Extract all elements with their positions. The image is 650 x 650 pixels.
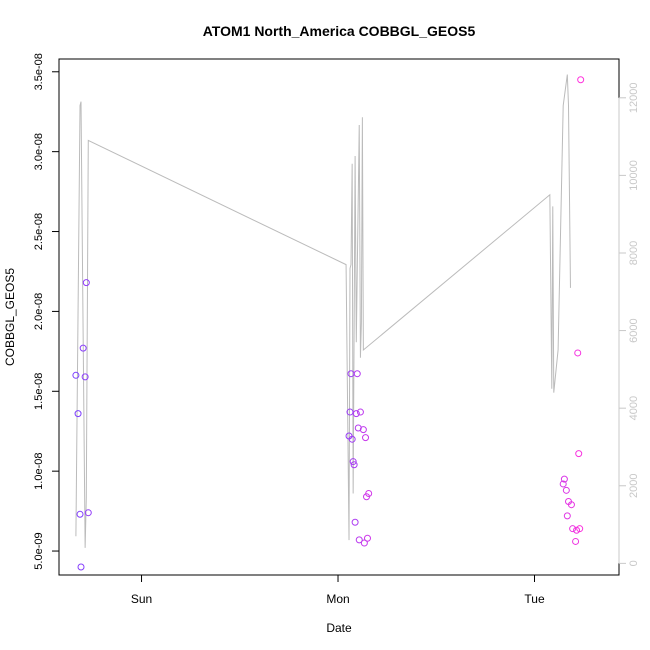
- data-point: [559, 480, 567, 488]
- data-point: [353, 370, 361, 378]
- data-point: [349, 458, 357, 466]
- data-point: [572, 537, 580, 545]
- plot-frame: [58, 58, 620, 576]
- data-point: [81, 373, 89, 381]
- y-tick-label: 1.0e-08: [33, 453, 45, 490]
- data-point: [84, 509, 92, 517]
- x-tick-label: Tue: [524, 592, 545, 606]
- y-tick-label: 2.5e-08: [33, 213, 45, 250]
- y-tick-label: 3.5e-08: [33, 53, 45, 90]
- data-point: [351, 518, 359, 526]
- x-tick-label: Sun: [131, 592, 152, 606]
- secondary-y-tick-label: 2000: [628, 474, 640, 498]
- y-tick-label: 2.0e-08: [33, 293, 45, 330]
- secondary-y-tick-label: 0: [628, 560, 640, 566]
- data-point: [360, 539, 368, 547]
- y-tick-label: 5.0e-09: [33, 532, 45, 569]
- y-axis-label: COBBGL_GEOS5: [3, 268, 17, 366]
- y-tick-label: 3.0e-08: [33, 133, 45, 170]
- data-point: [76, 510, 84, 518]
- data-point: [355, 536, 363, 544]
- data-point: [569, 525, 577, 533]
- data-point: [79, 344, 87, 352]
- secondary-y-axis: 0 2000 4000 6000 8000 10000 12000: [618, 83, 640, 566]
- secondary-series-line: [75, 74, 571, 548]
- data-point: [348, 435, 356, 443]
- secondary-y-tick-label: 10000: [628, 160, 640, 191]
- data-point: [576, 525, 584, 533]
- data-point: [562, 486, 570, 494]
- secondary-y-tick-label: 8000: [628, 241, 640, 265]
- x-axis-label: Date: [326, 621, 352, 635]
- data-point: [346, 408, 354, 416]
- data-point: [352, 410, 360, 418]
- secondary-y-tick-label: 6000: [628, 318, 640, 342]
- data-point: [560, 475, 568, 483]
- data-point: [356, 408, 364, 416]
- x-tick-label: Mon: [326, 592, 349, 606]
- data-point: [563, 512, 571, 520]
- data-point: [359, 426, 367, 434]
- data-point: [363, 534, 371, 542]
- chart-title: ATOM1 North_America COBBGL_GEOS5: [203, 23, 476, 39]
- data-point: [567, 501, 575, 509]
- data-point: [575, 450, 583, 458]
- data-point: [574, 349, 582, 357]
- data-point: [74, 410, 82, 418]
- scatter-points: [72, 76, 585, 571]
- data-point: [77, 563, 85, 571]
- secondary-y-tick-label: 12000: [628, 83, 640, 114]
- data-point: [362, 434, 370, 442]
- secondary-y-tick-label: 4000: [628, 396, 640, 420]
- series-line: [75, 74, 571, 548]
- y-axis: 5.0e-09 1.0e-08 1.5e-08 2.0e-08 2.5e-08 3.0e-…: [33, 53, 60, 570]
- data-point: [72, 371, 80, 379]
- data-point: [365, 490, 373, 498]
- y-tick-label: 1.5e-08: [33, 373, 45, 410]
- data-point: [82, 279, 90, 287]
- x-axis: Sun Mon Tue: [131, 574, 545, 606]
- data-point: [350, 461, 358, 469]
- data-point: [577, 76, 585, 84]
